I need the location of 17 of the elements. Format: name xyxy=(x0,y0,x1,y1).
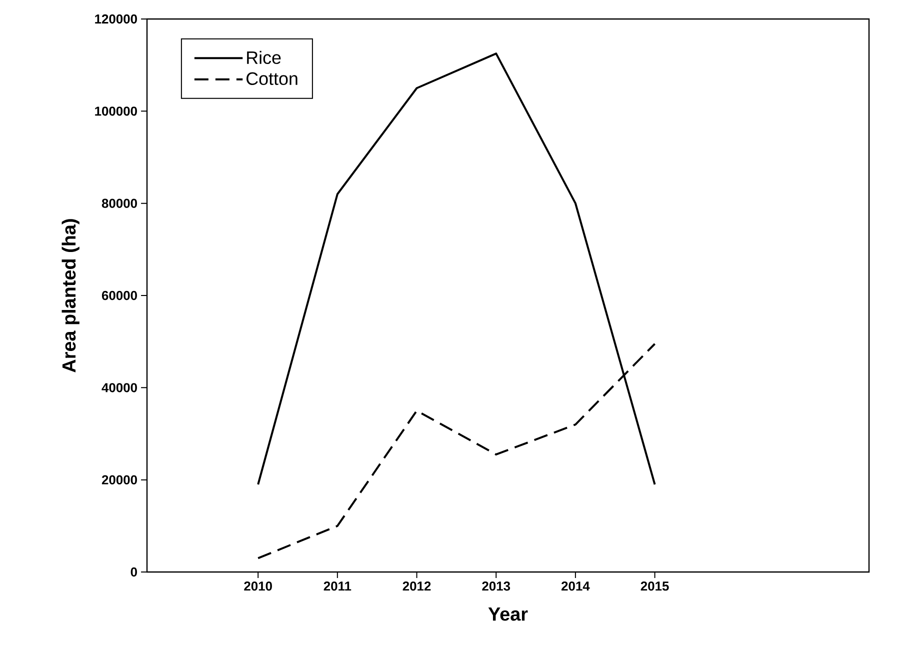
x-tick-label: 2013 xyxy=(482,582,510,591)
x-tick-label: 2011 xyxy=(324,582,352,591)
y-tick-label: 20000 xyxy=(102,475,137,484)
y-tick-label: 120000 xyxy=(95,14,137,24)
y-tick-label: 40000 xyxy=(102,383,137,392)
x-tick-label: 2010 xyxy=(244,582,272,591)
legend-label: Cotton xyxy=(246,72,298,86)
y-tick-label: 80000 xyxy=(102,198,137,208)
x-tick-label: 2015 xyxy=(640,582,669,591)
x-tick-label: 2012 xyxy=(402,582,431,591)
y-axis-title: Area planted (ha) xyxy=(62,219,80,372)
x-tick-label: 2014 xyxy=(561,582,590,591)
y-tick-label: 60000 xyxy=(102,290,137,300)
y-tick-label: 0 xyxy=(130,567,137,577)
x-axis-title: Year xyxy=(488,608,528,621)
y-tick-label: 100000 xyxy=(95,106,137,116)
legend-label: Rice xyxy=(247,50,281,64)
